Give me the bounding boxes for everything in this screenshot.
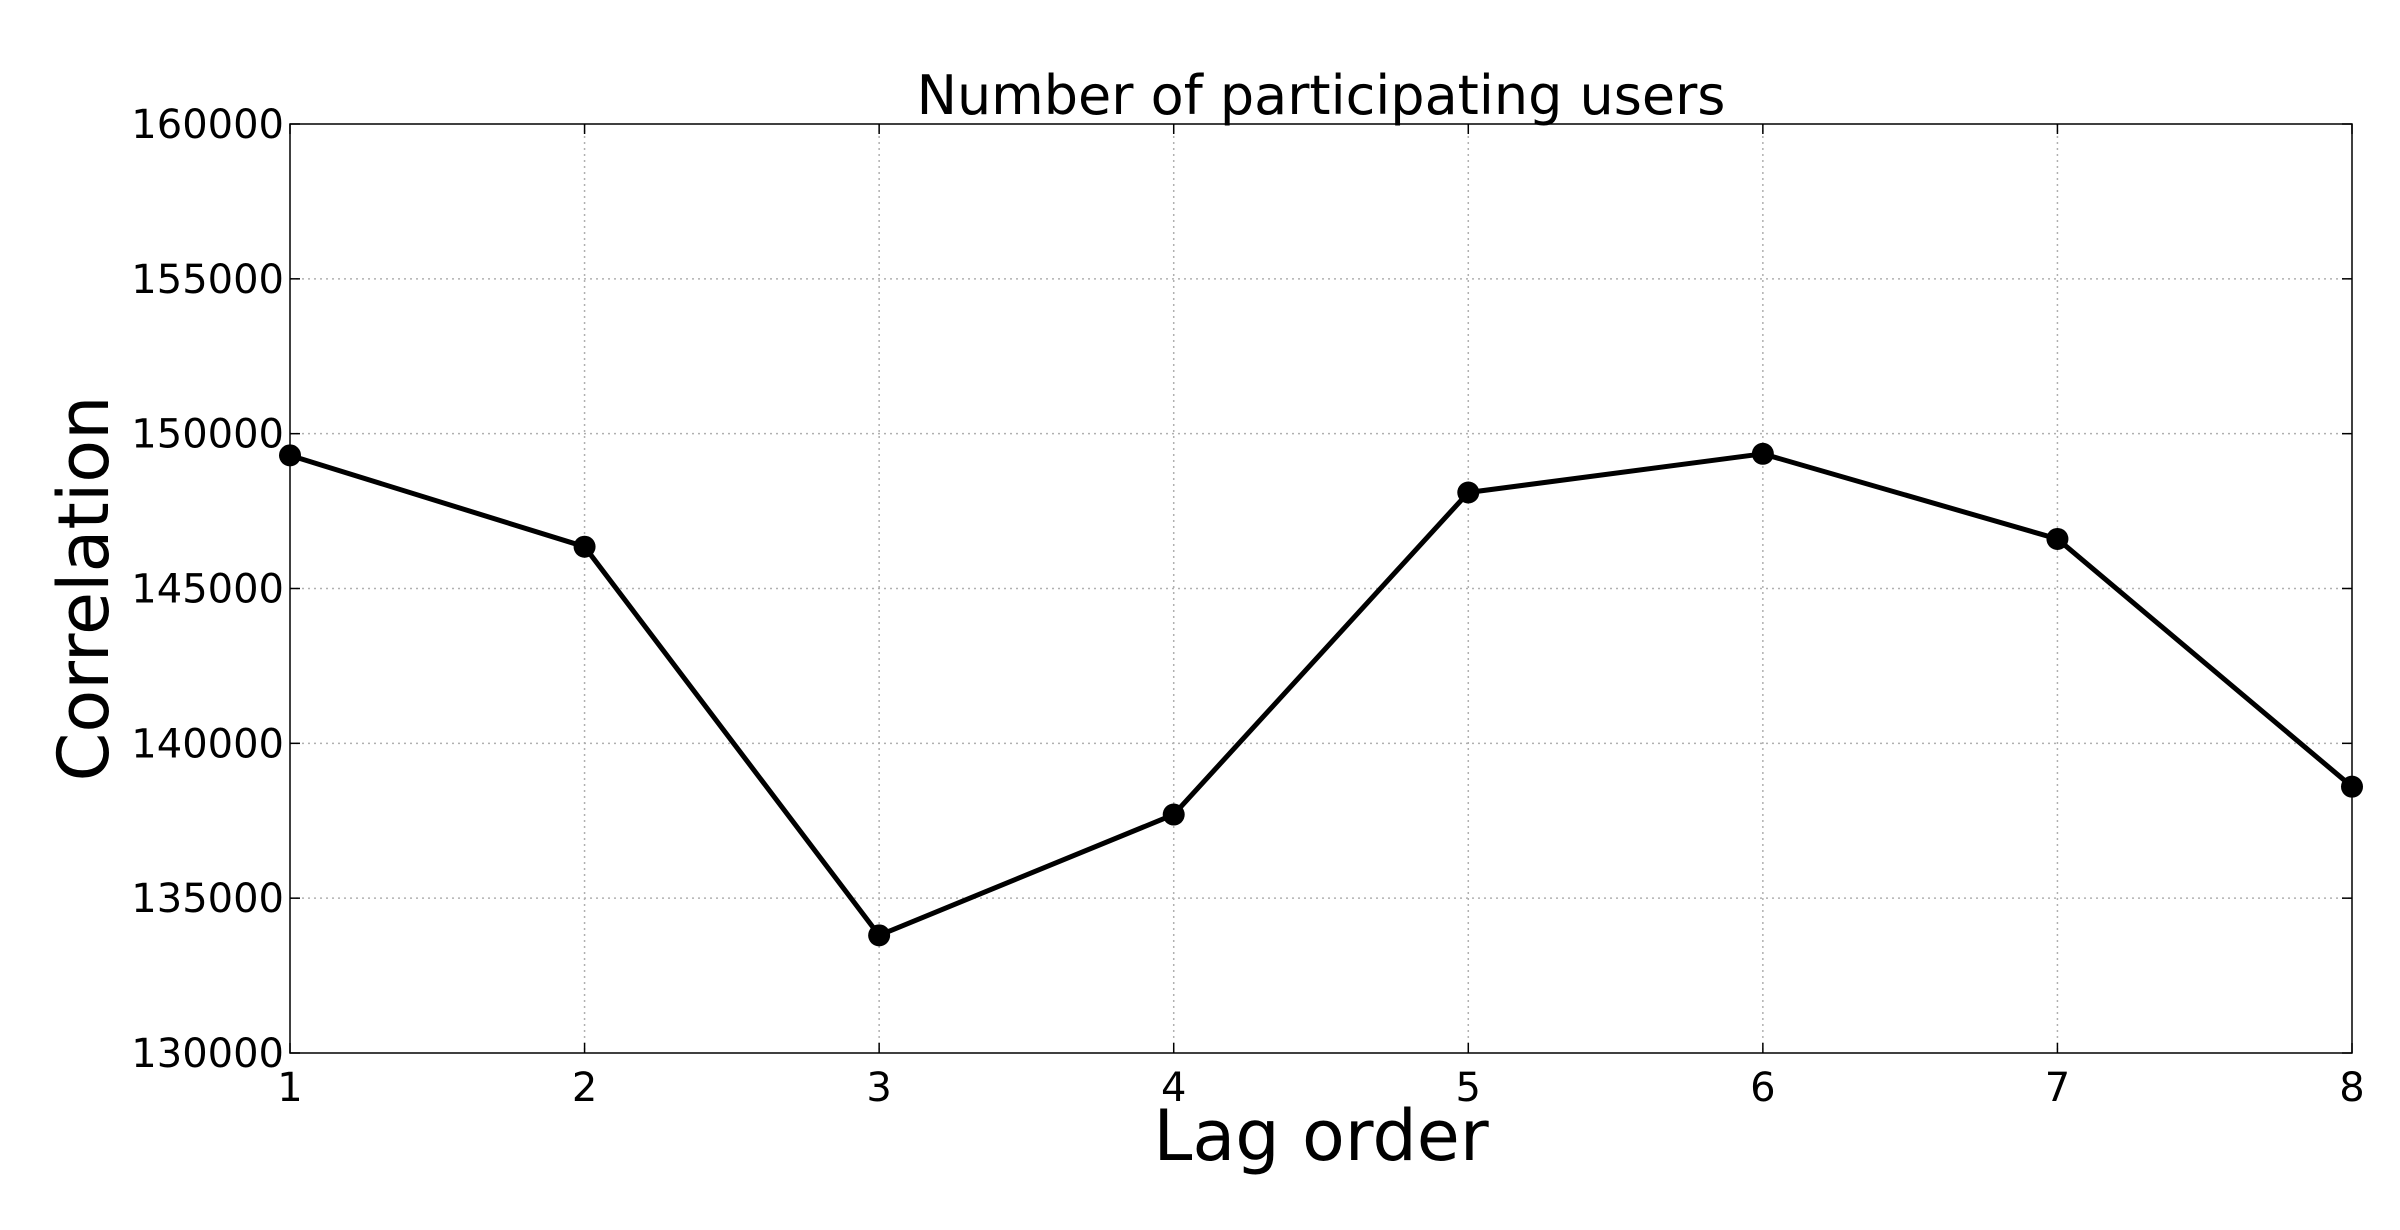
series-layer	[279, 442, 2363, 947]
data-point	[868, 924, 891, 947]
series-line	[289, 451, 2354, 938]
y-tick-label: 155000	[131, 257, 284, 303]
y-tick-label: 135000	[131, 876, 284, 922]
grid	[290, 124, 2352, 1053]
x-tick-label: 8	[2339, 1065, 2364, 1111]
x-tick-label: 5	[1456, 1065, 1481, 1111]
y-tick-label: 150000	[131, 412, 284, 458]
x-tick-label: 6	[1750, 1065, 1775, 1111]
x-tick-label: 3	[866, 1065, 891, 1111]
data-point	[1751, 442, 1774, 465]
y-tick-label: 130000	[131, 1031, 284, 1077]
data-point	[279, 444, 301, 467]
data-point	[1162, 803, 1185, 826]
axis-ticks: 1 2 3 4 5 6 7 8 130000 135000 140000 145000 150000 15…	[131, 102, 2364, 1111]
y-tick-label: 145000	[131, 567, 284, 613]
x-tick-label: 1	[277, 1065, 302, 1111]
data-point	[1457, 481, 1480, 504]
data-point	[573, 535, 596, 558]
data-point	[2046, 527, 2069, 550]
x-tick-label: 7	[2045, 1065, 2070, 1111]
x-axis-label: Lag order	[1153, 1095, 1488, 1177]
y-tick-label: 160000	[131, 102, 284, 148]
data-point	[2341, 775, 2363, 798]
x-tick-label: 4	[1161, 1065, 1186, 1111]
x-tick-label: 2	[572, 1065, 597, 1111]
chart-title: Number of participating users	[917, 64, 1726, 127]
y-tick-label: 140000	[131, 721, 284, 767]
y-axis-label: Correlation	[43, 396, 125, 782]
